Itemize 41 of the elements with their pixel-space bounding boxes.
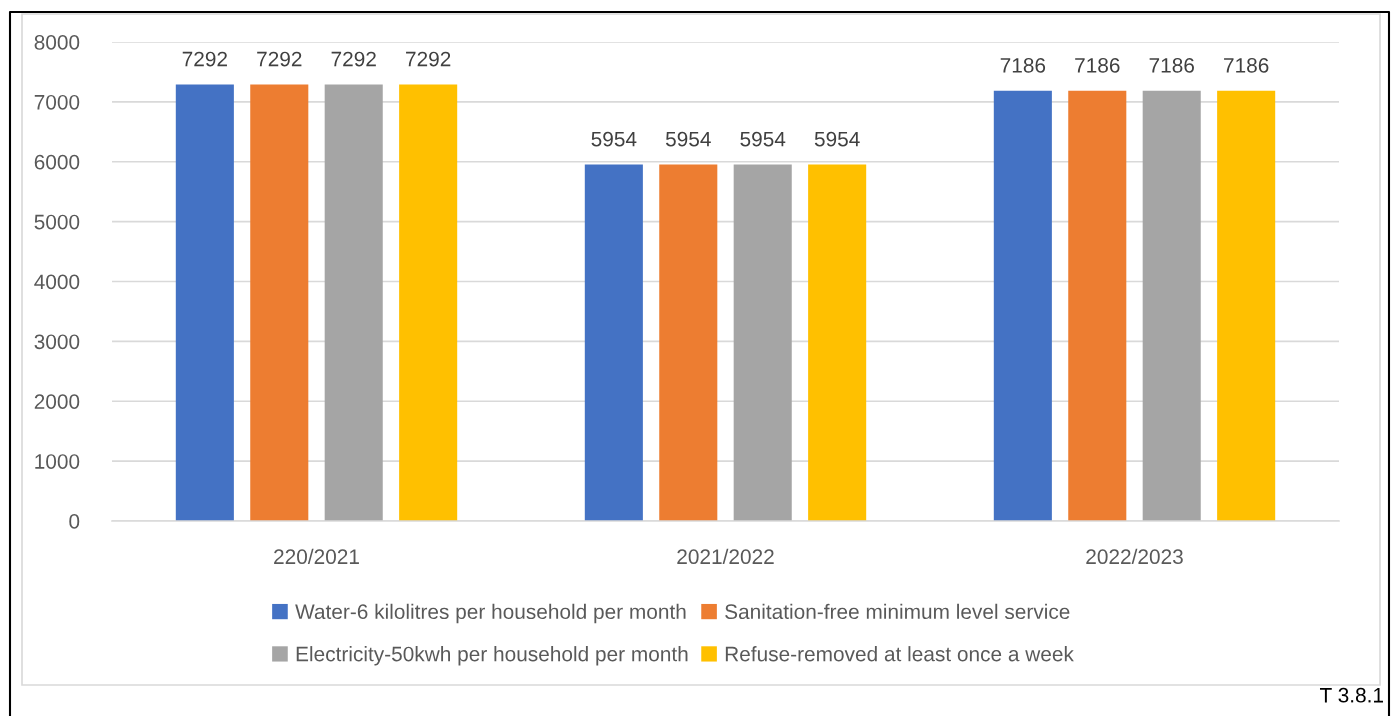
legend-label: Water-6 kilolitres per household per month <box>295 603 686 624</box>
bar <box>399 84 458 521</box>
x-tick-label: 220/2021 <box>274 548 359 565</box>
data-label: 7186 <box>1224 57 1269 73</box>
bar <box>808 164 867 521</box>
bar <box>175 84 234 521</box>
data-label: 5954 <box>814 131 860 147</box>
data-label: 7292 <box>182 51 227 67</box>
legend-label: Refuse-removed at least once a week <box>725 646 1074 662</box>
data-label: 5954 <box>591 131 637 147</box>
data-label: 5954 <box>740 131 786 147</box>
text: T 3.8.1 <box>1319 687 1383 703</box>
data-label: 7292 <box>331 51 376 67</box>
bar <box>1068 90 1127 521</box>
bar <box>1217 90 1276 521</box>
bar <box>324 84 383 521</box>
legend-label: Electricity-50kwh per household per month <box>296 646 688 666</box>
data-label: 7186 <box>1149 57 1194 73</box>
y-tick-label: 5000 <box>34 214 80 230</box>
y-tick-label: 8000 <box>34 35 80 50</box>
data-label: 7186 <box>1000 57 1046 73</box>
bar <box>584 164 643 521</box>
y-tick-label: 6000 <box>34 154 80 170</box>
data-label: 7186 <box>1075 57 1120 73</box>
data-label: 7292 <box>406 51 451 67</box>
bar <box>1142 90 1201 521</box>
y-tick-label: 2000 <box>34 394 80 409</box>
x-tick-label: 2021/2022 <box>677 548 774 565</box>
bar <box>659 164 718 521</box>
bar <box>993 90 1052 521</box>
data-label: 5954 <box>665 131 711 147</box>
bar <box>733 164 792 521</box>
x-tick-label: 2022/2023 <box>1086 548 1183 565</box>
y-tick-label: 7000 <box>34 94 80 110</box>
y-tick-label: 4000 <box>34 274 80 290</box>
legend-label: Sanitation-free minimum level service <box>725 603 1070 620</box>
y-tick-label: 3000 <box>34 334 80 350</box>
y-tick-label: 1000 <box>35 454 80 469</box>
y-tick-label: 0 <box>69 514 80 529</box>
data-label: 7292 <box>257 51 302 67</box>
bar <box>250 84 309 521</box>
